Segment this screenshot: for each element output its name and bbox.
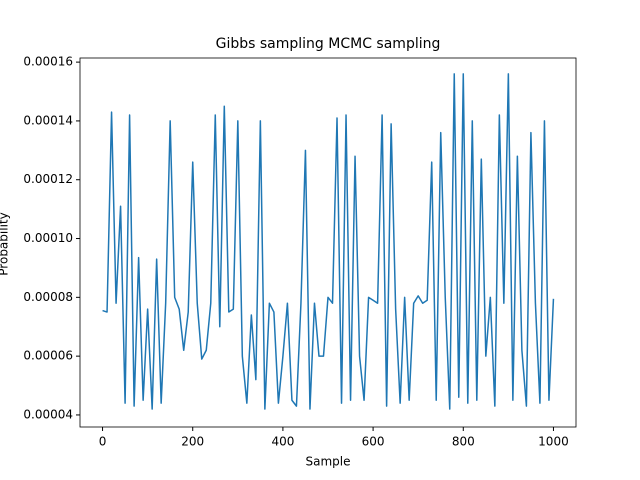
x-tick-label: 0 <box>99 435 107 449</box>
plot-frame <box>79 57 577 428</box>
y-tick-label: 0.00006 <box>23 349 73 363</box>
chart-title: Gibbs sampling MCMC sampling <box>216 36 441 52</box>
x-tick-label: 200 <box>181 435 204 449</box>
y-tick-label: 0.00010 <box>23 231 73 245</box>
x-tick-label: 1000 <box>538 435 569 449</box>
x-tick-label: 400 <box>271 435 294 449</box>
data-line <box>102 73 555 410</box>
x-axis-label: Sample <box>306 455 351 469</box>
y-tick-label: 0.00008 <box>23 290 73 304</box>
y-tick-label: 0.00014 <box>23 113 73 127</box>
x-tick-label: 800 <box>452 435 475 449</box>
x-tick-label: 600 <box>362 435 385 449</box>
y-axis-label: Probability <box>0 212 11 275</box>
y-tick-label: 0.00004 <box>23 407 73 421</box>
y-tick-label: 0.00012 <box>23 172 73 186</box>
y-tick-label: 0.00016 <box>23 55 73 69</box>
